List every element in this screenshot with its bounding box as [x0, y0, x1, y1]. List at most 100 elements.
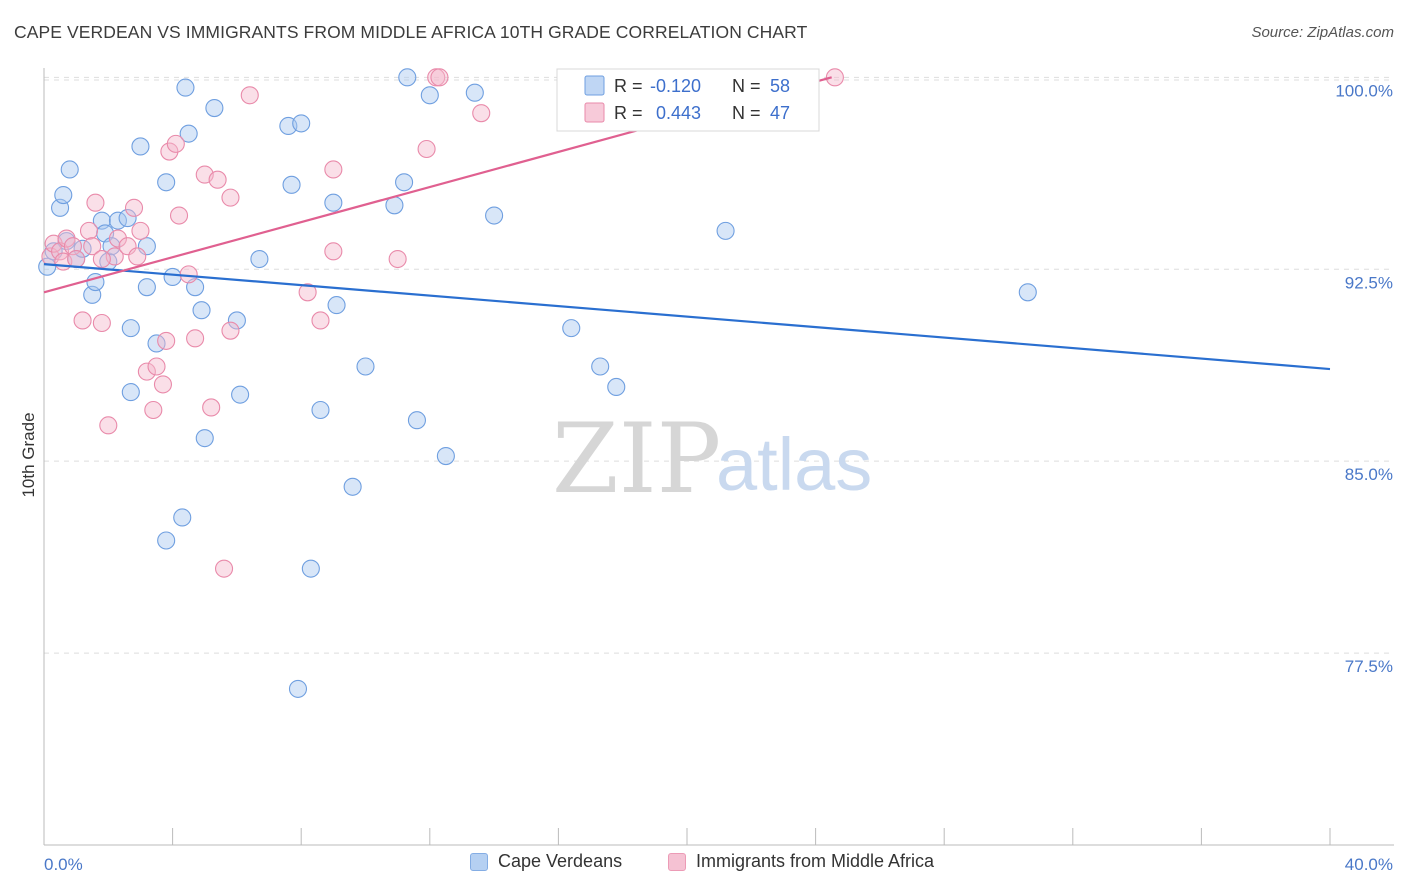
- legend-n-value-1: 47: [770, 103, 790, 123]
- point-blue-16: [121, 319, 140, 338]
- point-pink-21: [147, 357, 166, 376]
- point-blue-57: [288, 679, 308, 698]
- point-pink-43: [430, 68, 449, 87]
- point-blue-35: [292, 114, 311, 133]
- point-pink-8: [79, 221, 99, 240]
- y-tick-label-2: 92.5%: [1345, 273, 1393, 292]
- point-pink-18: [131, 221, 150, 240]
- point-pink-11: [92, 313, 111, 333]
- point-pink-16: [124, 198, 144, 217]
- point-pink-6: [67, 249, 86, 269]
- point-pink-39: [324, 242, 343, 261]
- legend-r-label-0: R =: [614, 76, 643, 96]
- point-pink-32: [221, 188, 240, 207]
- point-pink-12: [99, 416, 118, 435]
- legend-swatch-blue: [584, 75, 605, 96]
- point-pink-22: [153, 375, 173, 394]
- y-tick-label-0: 77.5%: [1345, 657, 1393, 676]
- legend-r-value-1: 0.443: [656, 103, 701, 123]
- point-pink-9: [83, 237, 102, 256]
- point-pink-7: [73, 311, 92, 330]
- point-blue-42: [395, 173, 414, 192]
- stats-legend: R = -0.120 N = 58 R = 0.443 N = 47: [556, 68, 820, 132]
- point-pink-35: [214, 559, 234, 578]
- chart-title: CAPE VERDEAN VS IMMIGRANTS FROM MIDDLE A…: [14, 22, 808, 42]
- point-blue-45: [420, 86, 439, 105]
- point-pink-14: [108, 229, 127, 248]
- point-blue-13: [102, 237, 121, 256]
- point-pink-45: [825, 68, 844, 87]
- point-blue-31: [231, 385, 250, 404]
- point-blue-46: [436, 447, 455, 466]
- data-points: [38, 68, 1037, 698]
- point-blue-47: [465, 83, 484, 102]
- point-pink-20: [144, 400, 163, 420]
- legend-item-middle-africa: Immigrants from Middle Africa: [668, 851, 934, 872]
- axes: [43, 68, 1394, 846]
- point-blue-53: [1018, 283, 1037, 302]
- point-blue-24: [176, 78, 195, 97]
- point-blue-54: [173, 508, 192, 527]
- point-pink-28: [186, 329, 205, 348]
- point-blue-29: [205, 99, 224, 118]
- legend-swatch-middle-africa: [668, 852, 686, 871]
- point-blue-44: [407, 411, 426, 430]
- point-blue-22: [157, 173, 176, 192]
- point-blue-43: [398, 68, 417, 87]
- grid-lines: [44, 76, 1394, 654]
- point-pink-33: [221, 321, 240, 340]
- legend-n-label-0: N =: [732, 76, 761, 96]
- point-pink-40: [388, 249, 407, 269]
- point-blue-52: [716, 221, 735, 240]
- y-tick-label-1: 85.0%: [1345, 465, 1393, 484]
- watermark-zip: ZIP: [552, 403, 721, 515]
- point-pink-34: [240, 86, 259, 105]
- x-tick-label-1: 40.0%: [1345, 855, 1393, 874]
- point-blue-0: [38, 257, 57, 276]
- point-pink-30: [202, 398, 221, 417]
- watermark: ZIP atlas: [552, 403, 872, 515]
- point-blue-55: [157, 531, 176, 550]
- legend-swatch-cape-verdeans: [470, 852, 488, 871]
- point-blue-34: [282, 175, 301, 194]
- point-blue-19: [137, 278, 156, 297]
- point-pink-26: [169, 206, 189, 225]
- point-blue-3: [54, 186, 73, 205]
- point-blue-23: [163, 267, 182, 286]
- legend-r-label-1: R =: [614, 103, 643, 123]
- point-blue-40: [356, 357, 375, 376]
- point-pink-25: [166, 134, 185, 153]
- legend-item-cape-verdeans: Cape Verdeans: [470, 851, 622, 872]
- point-blue-5: [60, 160, 79, 179]
- point-blue-18: [131, 137, 150, 156]
- source-credit: Source: ZipAtlas.com: [1251, 24, 1394, 41]
- legend-n-label-1: N =: [732, 103, 761, 123]
- point-blue-25: [179, 124, 198, 143]
- point-blue-27: [192, 301, 211, 320]
- point-blue-49: [562, 319, 581, 338]
- point-pink-46: [92, 249, 111, 269]
- point-blue-39: [343, 477, 362, 496]
- legend-label-middle-africa: Immigrants from Middle Africa: [696, 851, 935, 871]
- point-pink-44: [472, 104, 491, 123]
- legend-n-value-0: 58: [770, 76, 790, 96]
- point-blue-50: [591, 357, 610, 376]
- point-pink-23: [157, 331, 176, 350]
- y-axis-label: 10th Grade: [19, 412, 38, 497]
- point-blue-38: [327, 296, 346, 315]
- point-pink-38: [324, 160, 343, 179]
- point-pink-31: [208, 170, 227, 189]
- series-legend: Cape Verdeans Immigrants from Middle Afr…: [0, 851, 1406, 879]
- legend-r-value-0: -0.120: [650, 76, 701, 96]
- point-blue-17: [121, 383, 140, 402]
- point-pink-19: [137, 362, 156, 381]
- point-pink-24: [160, 142, 179, 161]
- x-tick-labels: 0.0% 40.0%: [44, 855, 1393, 874]
- y-tick-labels: 77.5% 85.0% 92.5% 100.0%: [1335, 81, 1393, 676]
- point-blue-28: [195, 429, 214, 448]
- point-blue-37: [324, 193, 343, 212]
- point-blue-36: [311, 400, 330, 420]
- point-blue-30: [227, 311, 246, 330]
- legend-swatch-pink: [584, 102, 605, 123]
